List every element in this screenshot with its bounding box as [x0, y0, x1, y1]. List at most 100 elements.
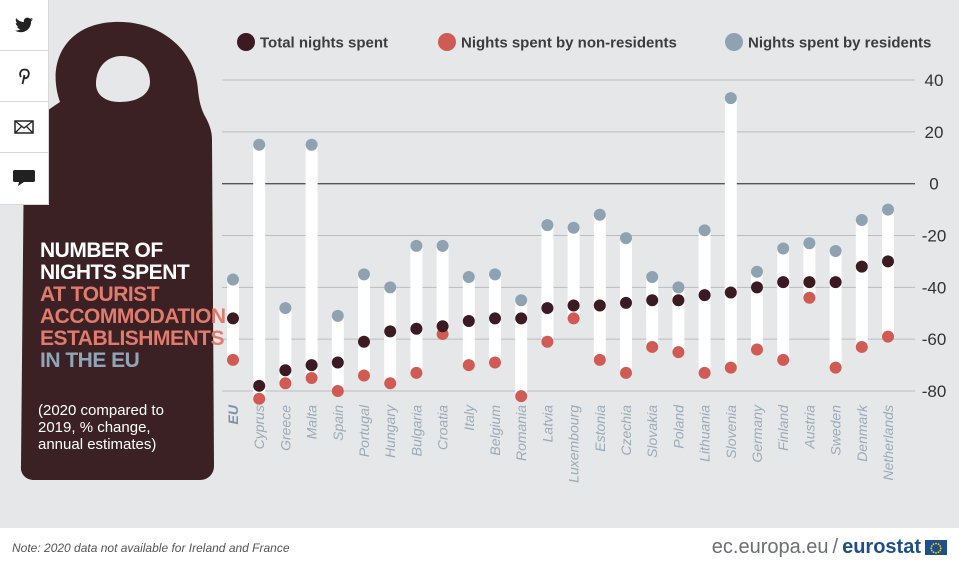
data-point	[358, 335, 370, 348]
data-point	[855, 340, 868, 353]
legend-marker	[438, 33, 456, 51]
comment-share-button[interactable]	[0, 153, 48, 203]
data-point	[462, 359, 475, 372]
data-point	[724, 92, 737, 105]
y-tick-label: 20	[925, 123, 944, 142]
chart-legend: Total nights spent Nights spent by non-re…	[237, 33, 931, 52]
data-point	[305, 138, 318, 151]
range-band	[646, 276, 659, 347]
data-point	[489, 356, 501, 369]
y-tick-label: -80	[922, 382, 947, 401]
email-share-button[interactable]	[0, 102, 48, 153]
data-point	[279, 377, 292, 390]
data-point	[882, 330, 894, 343]
data-point	[567, 221, 580, 234]
x-tick-label: Netherlands	[880, 405, 896, 481]
share-toolbar	[0, 0, 49, 205]
x-tick-label: Poland	[670, 404, 686, 449]
data-point	[620, 232, 632, 245]
data-point	[279, 302, 292, 315]
x-axis-labels: EU Cyprus Greece Malta Spain Portugal Hungary B…	[225, 404, 896, 483]
data-point	[227, 273, 239, 286]
data-point	[384, 325, 397, 338]
data-point	[489, 312, 501, 325]
data-point	[672, 294, 685, 307]
x-tick-label: Belgium	[487, 405, 503, 456]
data-point	[253, 138, 266, 151]
data-point	[672, 281, 685, 294]
data-point	[646, 270, 659, 283]
data-point	[646, 294, 659, 307]
x-tick-label: Italy	[461, 404, 477, 431]
data-point	[541, 335, 554, 348]
data-point	[305, 372, 318, 385]
title-line: ACCOMMODATION	[40, 305, 226, 328]
x-tick-label: Greece	[277, 405, 293, 451]
x-tick-label: Malta	[304, 405, 320, 439]
range-band	[331, 315, 344, 391]
y-tick-label: 40	[925, 71, 944, 90]
eurostat-brand[interactable]: ec.europa.eu / eurostat	[712, 536, 947, 559]
data-point	[672, 346, 685, 359]
data-point	[462, 270, 475, 283]
eu-flag-icon	[925, 540, 947, 555]
data-point	[515, 390, 528, 403]
brand-slash: /	[832, 536, 839, 558]
data-point	[489, 268, 501, 281]
x-tick-label: Slovenia	[723, 405, 739, 459]
x-tick-label: Portugal	[356, 404, 372, 457]
data-point	[358, 268, 370, 281]
range-band	[305, 144, 318, 379]
twitter-share-button[interactable]	[0, 0, 48, 51]
brand-name: eurostat	[842, 536, 921, 558]
data-point	[593, 299, 606, 312]
x-tick-label: Hungary	[382, 404, 398, 458]
data-point	[436, 239, 449, 252]
x-tick-label: Latvia	[539, 405, 555, 443]
legend-marker	[725, 33, 743, 51]
data-point	[593, 208, 606, 221]
comment-icon	[13, 170, 35, 186]
range-band	[567, 227, 580, 319]
data-point	[829, 276, 842, 289]
x-tick-label: Estonia	[592, 405, 608, 452]
data-point	[253, 392, 266, 405]
data-point	[305, 359, 318, 372]
data-point	[698, 366, 711, 379]
data-point	[855, 213, 868, 226]
y-axis-labels: 40 20 0 -20 -40 -60 -80	[922, 71, 947, 401]
data-point	[567, 299, 580, 312]
data-point	[698, 289, 711, 302]
x-tick-label: EU	[225, 404, 241, 424]
pinterest-share-button[interactable]	[0, 51, 48, 102]
y-tick-label: -60	[922, 330, 947, 349]
data-point	[384, 281, 397, 294]
title-line: NUMBER OF	[40, 239, 163, 262]
data-point	[698, 224, 711, 237]
twitter-icon	[15, 17, 33, 33]
data-point	[331, 356, 344, 369]
data-point	[803, 276, 816, 289]
title-line: AT TOURIST	[40, 283, 160, 306]
x-tick-label: Czechia	[618, 405, 634, 456]
legend-marker	[237, 33, 255, 51]
data-point	[567, 312, 580, 325]
data-point	[541, 302, 554, 315]
data-point	[253, 379, 266, 392]
y-tick-label: 0	[929, 175, 938, 194]
range-band	[410, 245, 423, 373]
range-band	[882, 209, 894, 337]
data-point	[515, 294, 528, 307]
data-point	[331, 385, 344, 397]
data-point	[279, 364, 292, 377]
data-point	[646, 340, 659, 353]
data-point	[227, 312, 239, 325]
range-band	[541, 225, 554, 342]
data-point	[777, 242, 790, 255]
x-tick-label: Sweden	[828, 405, 844, 456]
chart-svg: Total nights spent Nights spent by non-re…	[20, 21, 947, 483]
data-point	[541, 219, 554, 232]
x-tick-label: Finland	[775, 404, 791, 451]
range-band	[279, 308, 292, 384]
range-band	[803, 243, 816, 298]
